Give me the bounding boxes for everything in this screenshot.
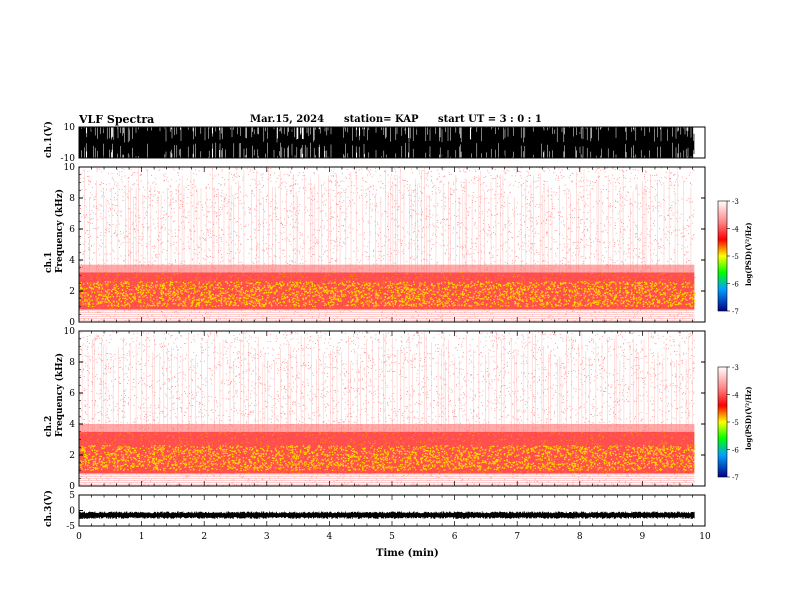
ch1-ylabel: ch.1(V)	[44, 121, 54, 158]
ch1-spectrogram-ytick-label: 8	[69, 194, 75, 204]
x-tick-label: 6	[452, 532, 458, 542]
ch2-spectrogram-ytick-label: 0	[69, 482, 75, 492]
x-tick-label: 9	[640, 532, 646, 542]
colorbar-ch2-tick-label: -3	[732, 364, 739, 372]
ch2-spectrogram-ytick-label: 8	[69, 358, 75, 368]
date-label: Mar.15, 2024	[250, 114, 325, 125]
ch2-spectrogram-ylabel: ch.2 Frequency (kHz)	[44, 352, 65, 437]
colorbar-ch1	[717, 200, 728, 312]
x-tick-label: 3	[264, 532, 270, 542]
ch2-spectrogram-ytick-label: 6	[69, 389, 75, 399]
chart-title: VLF Spectra	[79, 113, 155, 126]
ch1-spectrogram-ylabel: ch.1 Frequency (kHz)	[44, 188, 65, 273]
x-axis-label: Time (min)	[376, 548, 439, 559]
ch2-spectrogram-ytick-label: 4	[69, 420, 75, 430]
x-tick-label: 8	[577, 532, 583, 542]
colorbar-ch1-tick-label: -3	[732, 198, 739, 206]
x-tick-label: 0	[76, 532, 82, 542]
ch1-spectrogram-image	[78, 166, 696, 323]
colorbar-ch2-tick-label: -5	[732, 419, 739, 427]
ch1-spectrogram-ytick-label: 0	[69, 318, 75, 328]
ch2-spectrogram-ytick-label: 10	[64, 327, 76, 337]
x-tick-label: 5	[389, 532, 395, 542]
ch2-spectrogram-ytick-label: 2	[69, 451, 75, 461]
ch3-waveform-ytick-label: 0	[69, 507, 75, 517]
ch3-waveform-ytick-label: -5	[66, 522, 75, 532]
ch2-spectrogram-image	[78, 330, 696, 487]
x-tick-label: 2	[201, 532, 207, 542]
ch1-spectrogram-ytick-label: 6	[69, 225, 75, 235]
colorbar-ch1-tick-label: -4	[732, 226, 739, 234]
ch3-ylabel: ch.3(V)	[44, 490, 54, 527]
x-tick-label: 7	[514, 532, 520, 542]
ch3-waveform-ytick-label: 5	[69, 491, 75, 501]
colorbar-ch2-tick-label: -7	[732, 474, 739, 482]
ch1-spectrogram-ytick-label: 2	[69, 287, 75, 297]
x-tick-label: 1	[139, 532, 145, 542]
colorbar-ch2-tick-label: -4	[732, 392, 739, 400]
ch1-spectrogram-ytick-label: 10	[64, 163, 76, 173]
ch1-waveform-ytick-label: -10	[61, 154, 76, 164]
colorbar-ch1-tick-label: -7	[732, 308, 739, 316]
x-tick-label: 10	[699, 532, 711, 542]
colorbar-ch1-tick-label: -5	[732, 253, 739, 261]
colorbar-ch2	[717, 366, 728, 478]
x-tick-label: 4	[327, 532, 333, 542]
start-time-label: start UT = 3 : 0 : 1	[438, 114, 542, 125]
colorbar2-label: log(PSD)(V²/Hz)	[744, 386, 753, 450]
ch3-waveform-bg	[79, 495, 705, 526]
colorbar1-label: log(PSD)(V²/Hz)	[744, 222, 753, 286]
colorbar-ch2-tick-label: -6	[732, 447, 739, 455]
colorbar-ch1-tick-label: -6	[732, 281, 739, 289]
station-label: station= KAP	[344, 114, 419, 125]
ch1-spectrogram-ytick-label: 4	[69, 256, 75, 266]
ch1-waveform-ytick-label: 10	[64, 123, 76, 133]
